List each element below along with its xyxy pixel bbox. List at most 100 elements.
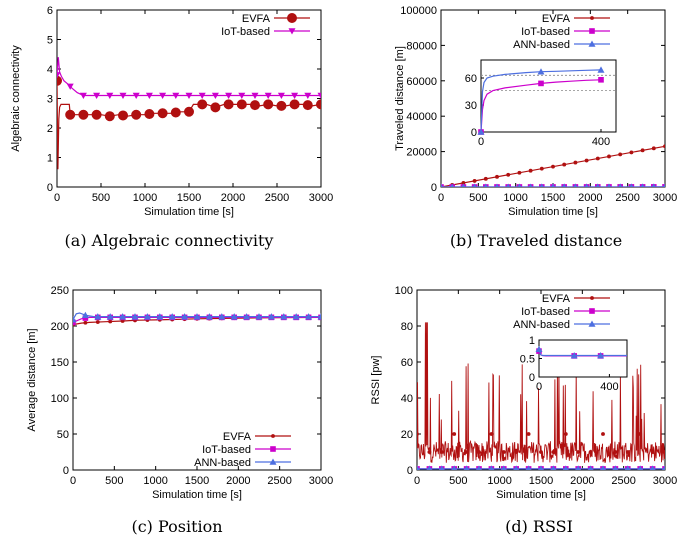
data-point xyxy=(317,313,321,320)
data-point xyxy=(439,465,445,470)
data-point xyxy=(629,150,634,155)
inset-data-point xyxy=(598,77,604,83)
data-point xyxy=(528,183,533,187)
x-tick-label: 3000 xyxy=(653,475,677,487)
x-tick-label: 0 xyxy=(70,475,76,487)
data-point xyxy=(501,450,506,454)
series-evfa xyxy=(441,144,665,187)
data-point xyxy=(94,313,102,320)
data-point xyxy=(79,92,87,100)
data-point xyxy=(305,313,313,320)
data-point xyxy=(316,99,321,110)
data-point xyxy=(612,465,618,470)
data-point xyxy=(588,465,594,470)
legend-marker xyxy=(589,28,595,34)
data-point xyxy=(83,320,88,325)
legend-label: EVFA xyxy=(242,13,271,25)
data-point xyxy=(57,75,62,86)
series-evfa xyxy=(57,75,321,170)
data-point xyxy=(663,144,665,149)
series-group xyxy=(417,322,665,470)
inset-y-tick-label: 0.5 xyxy=(520,354,535,366)
y-tick-label: 20 xyxy=(401,429,413,441)
series-line xyxy=(57,57,321,97)
legend-marker xyxy=(590,16,594,20)
inset-frame xyxy=(538,339,628,378)
data-point xyxy=(426,465,432,470)
data-point xyxy=(550,465,556,470)
x-tick-label: 3000 xyxy=(309,475,333,487)
data-point xyxy=(82,315,89,321)
legend-label: ANN-based xyxy=(194,457,251,469)
data-point xyxy=(573,183,578,187)
inset-y-tick-label: 30 xyxy=(465,100,477,112)
legend-label: IoT-based xyxy=(521,306,570,318)
data-point xyxy=(156,313,164,320)
legend-marker xyxy=(270,446,276,452)
data-point xyxy=(211,92,219,100)
x-tick-label: 3000 xyxy=(309,192,333,204)
data-point xyxy=(637,465,643,470)
y-tick-label: 80 xyxy=(401,321,413,333)
data-point xyxy=(81,311,89,318)
y-tick-label: 5 xyxy=(47,35,53,47)
data-point xyxy=(506,172,511,177)
legend-label: EVFA xyxy=(542,293,571,305)
y-tick-label: 40000 xyxy=(406,111,437,123)
inset-x-tick-label: 400 xyxy=(600,381,618,393)
inset-series-line xyxy=(480,69,602,133)
data-point xyxy=(526,432,531,436)
data-point xyxy=(640,148,645,153)
data-point xyxy=(66,83,74,90)
chart-d: 0 500 1000 1500 2000 2500 3000020406080100Simu… xyxy=(370,285,677,536)
data-point xyxy=(517,170,522,175)
data-point xyxy=(551,183,555,187)
data-point xyxy=(119,92,127,100)
data-point xyxy=(625,450,630,454)
series-group xyxy=(73,311,321,327)
inset-data-point xyxy=(537,68,545,75)
chart-b: 0 500 1000 1500 2000 2500 30000200004000060000… xyxy=(394,5,677,250)
data-point xyxy=(441,183,443,187)
data-point xyxy=(170,107,181,118)
x-tick-label: 500 xyxy=(469,192,487,204)
inset: 0 400 0 0.5 1 xyxy=(520,335,628,393)
data-point xyxy=(91,109,102,120)
legend-marker xyxy=(288,28,296,35)
data-point xyxy=(131,109,142,120)
legend-label: IoT-based xyxy=(202,444,251,456)
inset-x-tick-label: 0 xyxy=(478,136,484,148)
data-point xyxy=(452,432,457,436)
legend-marker xyxy=(271,434,275,438)
inset-series-line xyxy=(538,349,627,357)
series-iot-based xyxy=(57,57,321,100)
y-tick-label: 4 xyxy=(47,64,53,76)
data-point xyxy=(304,92,312,100)
legend-marker xyxy=(590,296,594,300)
y-tick-label: 50 xyxy=(57,429,69,441)
chart-c: 0 500 1000 1500 2000 2500 3000 0 50 100 150 200 250 S… xyxy=(26,285,333,536)
x-tick-label: 1500 xyxy=(177,192,201,204)
data-point xyxy=(483,183,488,187)
data-point xyxy=(198,92,206,100)
data-point xyxy=(225,92,233,100)
data-point xyxy=(517,183,522,187)
data-point xyxy=(513,465,519,470)
data-point xyxy=(57,72,61,79)
y-tick-label: 6 xyxy=(47,5,53,17)
data-point xyxy=(539,450,543,454)
data-point xyxy=(276,100,287,111)
inset-y-tick-label: 1 xyxy=(529,335,535,347)
data-point xyxy=(576,450,581,454)
data-point xyxy=(291,92,299,100)
data-point xyxy=(108,319,113,324)
legend-marker xyxy=(269,458,277,465)
x-tick-label: 1500 xyxy=(185,475,209,487)
legend-marker xyxy=(589,308,595,314)
inset-series-line xyxy=(480,79,602,133)
y-axis-label: RSSI [pw] xyxy=(370,356,382,405)
x-axis-label: Simulation time [s] xyxy=(152,489,242,501)
data-point xyxy=(472,178,477,183)
y-tick-label: 0 xyxy=(431,182,437,194)
